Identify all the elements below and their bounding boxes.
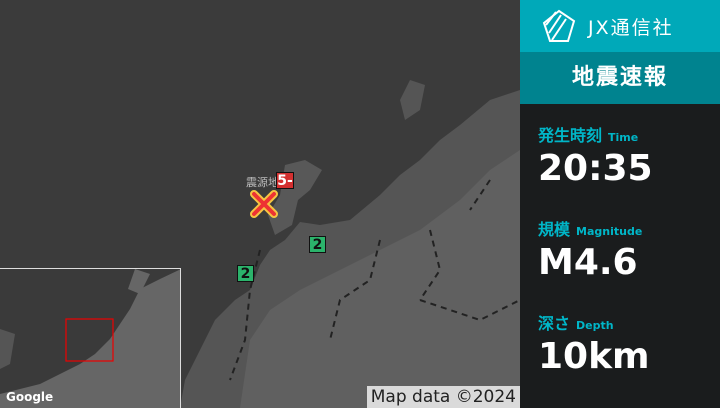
magnitude-label: 規模 (538, 220, 571, 239)
magnitude-section: 規模 Magnitude M4.6 (538, 216, 642, 284)
time-value: 20:35 (538, 148, 653, 189)
jx-logo-icon (542, 9, 576, 42)
map[interactable]: 震源地 5- 2 2 Google Map data ©2024 (0, 0, 520, 408)
brand-header: JX通信社 (520, 0, 720, 52)
map-attribution[interactable]: Map data ©2024 (366, 386, 520, 408)
overview-inset-map (0, 268, 181, 408)
focus-rect (65, 318, 114, 362)
depth-label: 深さ (538, 314, 571, 333)
magnitude-value: M4.6 (538, 242, 638, 283)
land-shapes (180, 80, 520, 408)
info-panel: JX通信社 地震速報 発生時刻 Time 20:35 規模 Magnitude M4… (520, 0, 720, 408)
intensity-badge-max: 5- (276, 172, 294, 189)
intensity-badge: 2 (309, 236, 326, 253)
time-label: 発生時刻 (538, 126, 603, 145)
brand-name: JX通信社 (588, 16, 674, 39)
time-section: 発生時刻 Time 20:35 (538, 122, 653, 190)
intensity-badge: 2 (237, 265, 254, 282)
time-label-en: Time (608, 131, 639, 144)
depth-label-en: Depth (576, 319, 614, 332)
google-logo: Google (6, 390, 54, 404)
epicenter-label: 震源地 (246, 176, 279, 189)
depth-section: 深さ Depth 10km (538, 310, 650, 378)
magnitude-label-en: Magnitude (576, 225, 643, 238)
depth-value: 10km (538, 336, 650, 377)
page-title: 地震速報 (520, 52, 720, 104)
